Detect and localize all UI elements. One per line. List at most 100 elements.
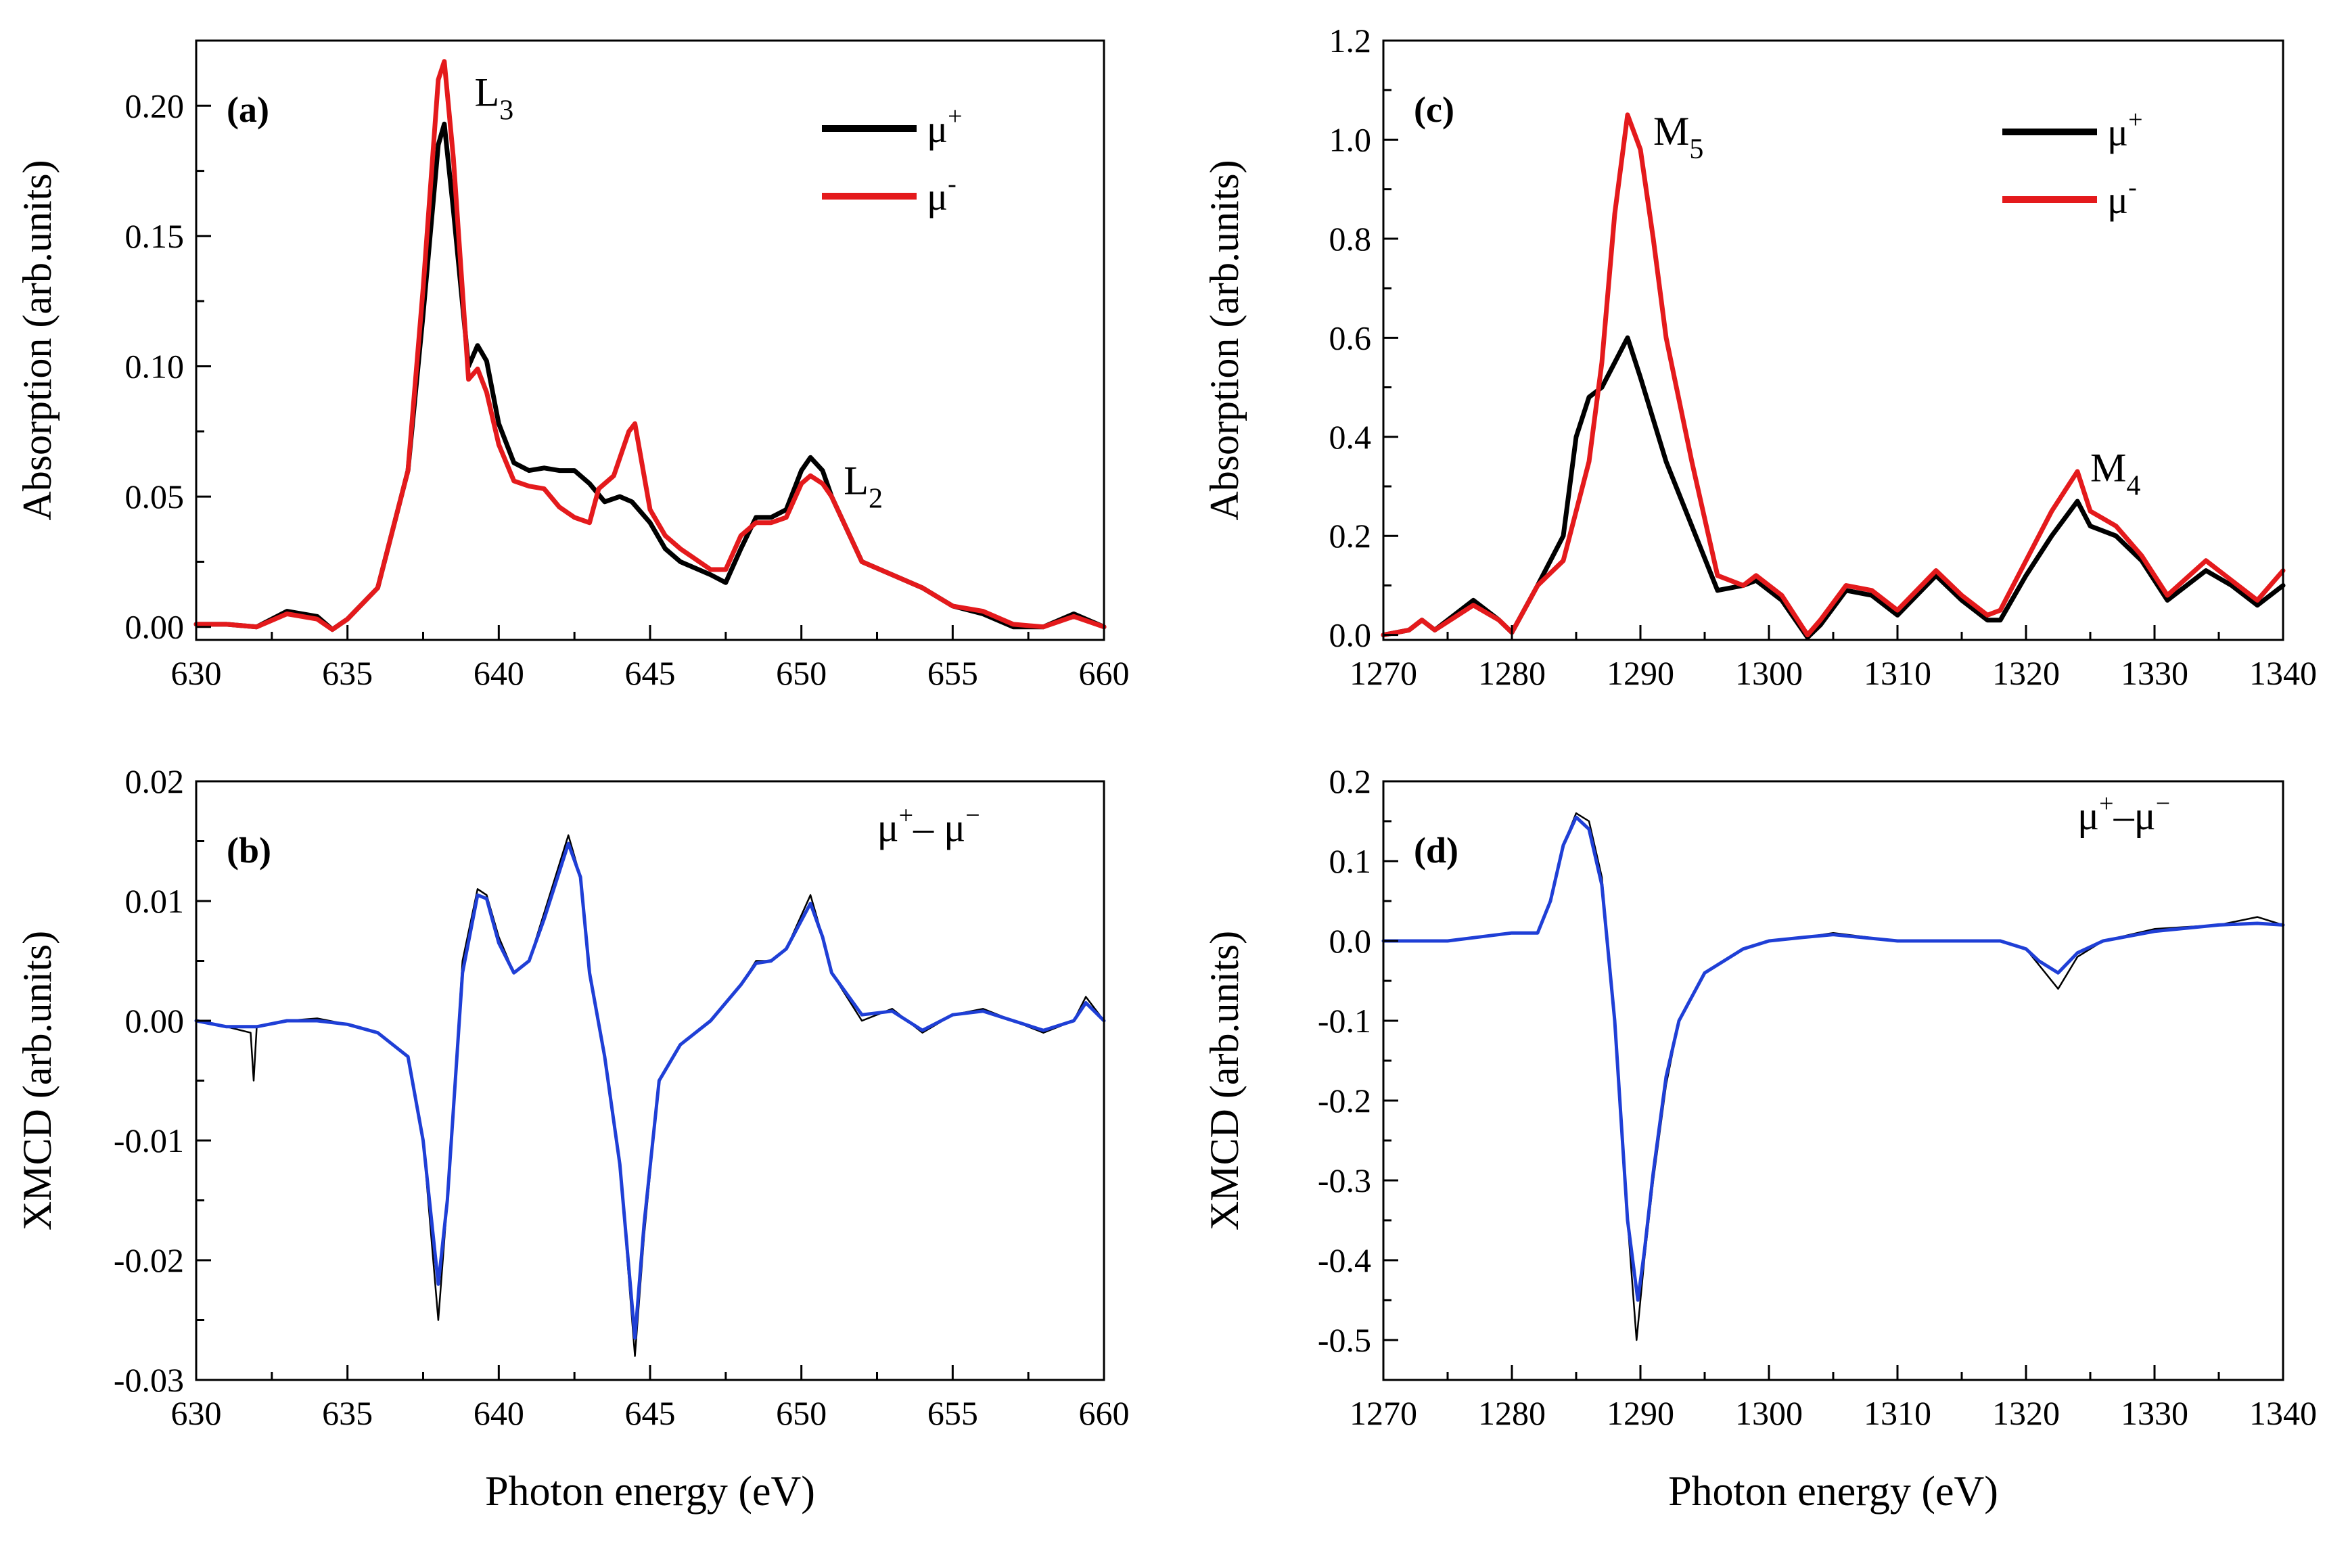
y-tick-label: 0.01 <box>125 882 185 920</box>
y-tick-label: -0.1 <box>1318 1002 1371 1040</box>
y-axis-label: Absorption (arb.units) <box>15 160 60 520</box>
panel-label: (c) <box>1414 89 1454 130</box>
peak-annotation: L2 <box>844 458 883 514</box>
y-tick-label: -0.4 <box>1318 1241 1371 1279</box>
panel-label: (d) <box>1414 830 1458 871</box>
annotation-base: M <box>2090 446 2126 490</box>
annotation-sup: − <box>2156 789 2170 818</box>
series-line-raw <box>1382 812 2284 1341</box>
panel-b: 630 635 640 645 650 655 660 -0.03 -0.02 -0.01 0.00… <box>15 762 1130 1515</box>
y-tick-label: 0.2 <box>1329 762 1372 800</box>
y-tick-label: 0.2 <box>1329 517 1372 555</box>
x-tick-label: 1330 <box>2121 1394 2188 1432</box>
x-tick-label: 645 <box>625 1394 676 1432</box>
x-tick-label: 1330 <box>2121 654 2188 692</box>
legend-entry: μ+ <box>927 102 963 151</box>
plot-frame <box>195 39 1105 641</box>
panel-c: 1270 1280 1290 1300 1310 1320 1330 1340 0.0 0.2 0.… <box>1202 22 2317 692</box>
x-tick-label: 655 <box>927 1394 978 1432</box>
x-tick-label: 1310 <box>1864 654 1931 692</box>
series-line-- <box>193 121 1107 632</box>
x-tick-label: 660 <box>1079 654 1130 692</box>
annotation-sub: 5 <box>1689 134 1703 165</box>
peak-annotation: μ+–μ− <box>2077 789 2170 838</box>
x-axis-label: Photon energy (eV) <box>485 1469 815 1515</box>
legend-entry-base: μ <box>927 107 948 151</box>
plot-frame <box>1382 39 2284 641</box>
legend-entry: μ- <box>2107 173 2137 222</box>
y-tick-label: 0.10 <box>125 348 185 386</box>
series-line-- <box>1381 335 2286 640</box>
x-tick-label: 650 <box>776 654 827 692</box>
plot-frame <box>195 780 1105 1381</box>
x-tick-label: 1320 <box>1992 1394 2060 1432</box>
x-tick-label: 1280 <box>1478 1394 1546 1432</box>
series-line-raw <box>195 834 1105 1357</box>
y-tick-label: -0.3 <box>1318 1161 1371 1199</box>
annotation-base: –μ <box>2113 793 2156 838</box>
y-tick-label: 0.0 <box>1329 616 1372 654</box>
x-tick-label: 640 <box>474 1394 524 1432</box>
y-tick-label: 0.4 <box>1329 418 1372 456</box>
annotation-base: μ <box>2077 793 2099 838</box>
x-tick-label: 1270 <box>1350 1394 1417 1432</box>
y-tick-label: -0.01 <box>114 1122 184 1159</box>
y-tick-label: 1.2 <box>1329 22 1372 60</box>
annotation-base: M <box>1653 109 1689 154</box>
y-tick-label: 0.20 <box>125 87 185 124</box>
legend-entry-sup: - <box>948 170 957 198</box>
panel-a: 630 635 640 645 650 655 660 0.00 0.05 0.10 0.15 0.2… <box>15 39 1130 692</box>
x-tick-label: 630 <box>171 654 222 692</box>
x-tick-label: 1310 <box>1864 1394 1931 1432</box>
series-line-- <box>193 59 1107 632</box>
y-axis-label: XMCD (arb.units) <box>1202 931 1247 1230</box>
x-tick-label: 1280 <box>1478 654 1546 692</box>
y-tick-label: -0.02 <box>114 1241 184 1279</box>
annotation-base: – μ <box>913 806 965 850</box>
series-line-smoothed <box>1381 815 2285 1302</box>
annotation-sup: − <box>965 802 980 830</box>
x-tick-label: 635 <box>322 1394 373 1432</box>
legend-entry-base: μ <box>2107 178 2128 222</box>
plot-frame <box>1382 780 2284 1381</box>
annotation-sup: + <box>899 802 913 830</box>
y-tick-label: -0.5 <box>1318 1321 1371 1359</box>
peak-annotation: M4 <box>2090 446 2140 502</box>
y-tick-label: -0.03 <box>114 1361 184 1399</box>
panel-label: (a) <box>227 89 269 130</box>
y-tick-label: 0.05 <box>125 478 185 515</box>
y-axis-label: Absorption (arb.units) <box>1202 160 1247 520</box>
x-axis-label: Photon energy (eV) <box>1668 1469 1998 1515</box>
x-tick-label: 1290 <box>1607 1394 1674 1432</box>
annotation-sub: 4 <box>2126 471 2140 502</box>
x-tick-label: 635 <box>322 654 373 692</box>
series-line-smoothed <box>194 841 1106 1340</box>
legend-entry-sup: - <box>2128 173 2137 202</box>
y-tick-label: 0.00 <box>125 608 185 646</box>
legend-entry-base: μ <box>927 175 948 218</box>
y-tick-label: -0.2 <box>1318 1082 1371 1120</box>
legend-entry-sup: + <box>2128 106 2142 134</box>
legend-entry: μ+ <box>2107 106 2143 154</box>
peak-annotation: μ+– μ− <box>877 802 980 850</box>
y-tick-label: 0.1 <box>1329 842 1372 880</box>
y-tick-label: 0.8 <box>1329 220 1372 258</box>
x-tick-label: 645 <box>625 654 676 692</box>
x-tick-label: 650 <box>776 1394 827 1432</box>
x-tick-label: 1340 <box>2249 654 2317 692</box>
peak-annotation: M5 <box>1653 109 1703 165</box>
x-tick-label: 1340 <box>2249 1394 2317 1432</box>
series-line-- <box>1381 112 2286 638</box>
panel-d: 1270 1280 1290 1300 1310 1320 1330 1340 -0.5 -0.4… <box>1202 762 2317 1515</box>
y-tick-label: 0.0 <box>1329 922 1372 960</box>
x-tick-label: 1300 <box>1735 654 1803 692</box>
annotation-base: L <box>475 70 500 114</box>
y-tick-label: 0.15 <box>125 217 185 255</box>
annotation-sup: + <box>2099 789 2113 818</box>
annotation-sub: 2 <box>869 483 883 514</box>
peak-annotation: L3 <box>475 70 514 126</box>
x-tick-label: 630 <box>171 1394 222 1432</box>
y-tick-label: 0.02 <box>125 762 185 800</box>
y-tick-label: 1.0 <box>1329 120 1372 158</box>
